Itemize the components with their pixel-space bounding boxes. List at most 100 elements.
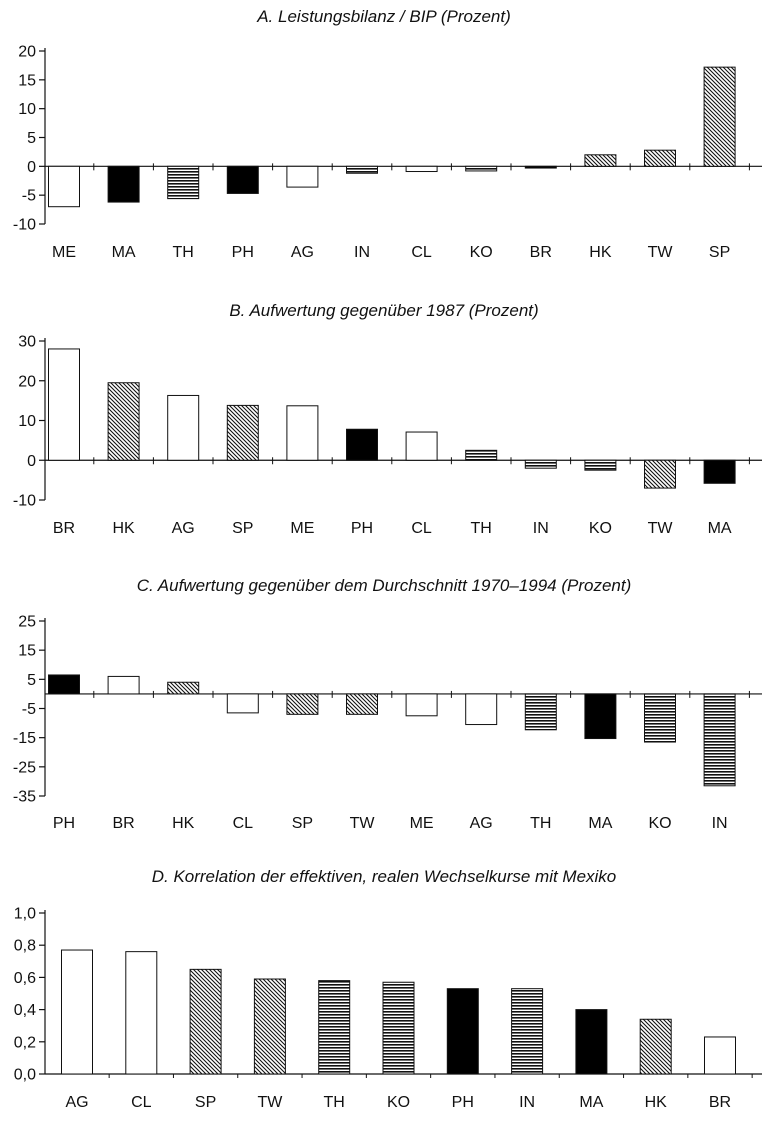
category-label: SP bbox=[709, 244, 730, 261]
bar-hk bbox=[167, 681, 200, 695]
bar-br bbox=[524, 165, 557, 169]
category-label: KO bbox=[648, 815, 671, 832]
category-label: MA bbox=[579, 1094, 603, 1111]
y-tick-label: 25 bbox=[18, 614, 36, 631]
category-label: MA bbox=[708, 520, 732, 537]
category-label: CL bbox=[131, 1094, 152, 1111]
y-tick-label: 1,0 bbox=[14, 906, 36, 923]
bar-hk bbox=[639, 1018, 672, 1075]
y-tick-label: 10 bbox=[18, 413, 36, 430]
y-tick-label: -25 bbox=[13, 759, 36, 776]
bar-sp bbox=[189, 968, 222, 1075]
category-label: SP bbox=[292, 815, 313, 832]
y-tick-label: 0 bbox=[27, 159, 36, 176]
category-label: TH bbox=[471, 520, 492, 537]
y-tick-label: -10 bbox=[13, 493, 36, 510]
bar-th bbox=[318, 980, 351, 1075]
y-tick-label: -10 bbox=[13, 217, 36, 234]
category-label: KO bbox=[589, 520, 612, 537]
bar-cl bbox=[125, 951, 158, 1075]
bar-ko bbox=[644, 693, 676, 743]
y-tick-label: 15 bbox=[18, 72, 36, 89]
y-tick-label: -5 bbox=[22, 701, 36, 718]
bar-hk bbox=[107, 382, 140, 461]
bar-ag bbox=[61, 949, 93, 1075]
chart-panel-1: A. Leistungsbilanz / BIP (Prozent) 20 15 10… bbox=[13, 7, 762, 261]
bar-tw bbox=[644, 149, 676, 167]
panel-title: C. Aufwertung gegenüber dem Durchschnitt… bbox=[137, 576, 632, 595]
category-label: BR bbox=[112, 815, 134, 832]
chart-panel-2: B. Aufwertung gegenüber 1987 (Prozent) 30… bbox=[13, 301, 762, 537]
category-label: TW bbox=[648, 520, 674, 537]
bar-ph bbox=[346, 428, 378, 461]
bar-me bbox=[405, 693, 438, 717]
bar-cl bbox=[405, 431, 438, 461]
category-label: BR bbox=[53, 520, 75, 537]
bar-br bbox=[107, 675, 140, 695]
category-label: CL bbox=[411, 520, 432, 537]
category-label: TH bbox=[530, 815, 551, 832]
y-tick-label: 0,8 bbox=[14, 938, 36, 955]
y-tick-label: 10 bbox=[18, 101, 36, 118]
category-label: HK bbox=[172, 815, 195, 832]
y-tick-label: -35 bbox=[13, 789, 36, 806]
bar-sp bbox=[286, 693, 319, 715]
bar-tw bbox=[253, 978, 286, 1075]
category-label: AG bbox=[65, 1094, 88, 1111]
category-label: IN bbox=[519, 1094, 535, 1111]
bar-th bbox=[524, 693, 557, 731]
bar-ko bbox=[465, 165, 498, 172]
bar-ma bbox=[575, 1009, 608, 1075]
category-label: HK bbox=[112, 520, 135, 537]
category-label: AG bbox=[470, 815, 493, 832]
category-label: BR bbox=[709, 1094, 731, 1111]
bar-br bbox=[704, 1036, 736, 1075]
y-tick-label: 30 bbox=[18, 334, 36, 351]
y-tick-label: -5 bbox=[22, 188, 36, 205]
bar-ph bbox=[446, 988, 479, 1075]
y-tick-label: 20 bbox=[18, 44, 36, 61]
category-label: SP bbox=[195, 1094, 216, 1111]
category-label: AG bbox=[291, 244, 314, 261]
category-label: MA bbox=[112, 244, 136, 261]
bar-sp bbox=[226, 404, 259, 461]
y-tick-label: 20 bbox=[18, 373, 36, 390]
category-label: IN bbox=[712, 815, 728, 832]
category-label: TH bbox=[173, 244, 194, 261]
category-label: IN bbox=[533, 520, 549, 537]
category-label: BR bbox=[530, 244, 552, 261]
category-label: KO bbox=[470, 244, 493, 261]
category-label: ME bbox=[290, 520, 314, 537]
category-label: TW bbox=[350, 815, 376, 832]
y-tick-label: 0,4 bbox=[14, 1002, 36, 1019]
category-label: CL bbox=[411, 244, 432, 261]
y-tick-label: 15 bbox=[18, 643, 36, 660]
y-tick-label: 0,6 bbox=[14, 970, 36, 987]
bar-in bbox=[524, 459, 557, 469]
category-label: MA bbox=[588, 815, 612, 832]
bar-th bbox=[465, 449, 498, 461]
bar-ag bbox=[167, 394, 200, 461]
panel-title: D. Korrelation der effektiven, realen We… bbox=[152, 867, 617, 886]
bar-ag bbox=[465, 693, 498, 726]
bar-th bbox=[167, 165, 200, 200]
category-label: HK bbox=[645, 1094, 668, 1111]
bar-tw bbox=[346, 693, 378, 715]
panel-title: A. Leistungsbilanz / BIP (Prozent) bbox=[256, 7, 511, 26]
category-label: PH bbox=[232, 244, 254, 261]
y-tick-label: 0,2 bbox=[14, 1034, 36, 1051]
panel-title: B. Aufwertung gegenüber 1987 (Prozent) bbox=[229, 301, 538, 320]
category-label: TW bbox=[257, 1094, 283, 1111]
category-label: PH bbox=[351, 520, 373, 537]
bar-in bbox=[703, 693, 736, 787]
category-label: ME bbox=[410, 815, 434, 832]
category-label: PH bbox=[53, 815, 75, 832]
category-label: TW bbox=[648, 244, 674, 261]
bar-ag bbox=[286, 165, 319, 188]
bar-me bbox=[286, 405, 319, 461]
bar-ma bbox=[584, 693, 617, 740]
chart-panel-3: C. Aufwertung gegenüber dem Durchschnitt… bbox=[13, 576, 762, 832]
category-label: SP bbox=[232, 520, 253, 537]
bar-ph bbox=[48, 674, 80, 695]
